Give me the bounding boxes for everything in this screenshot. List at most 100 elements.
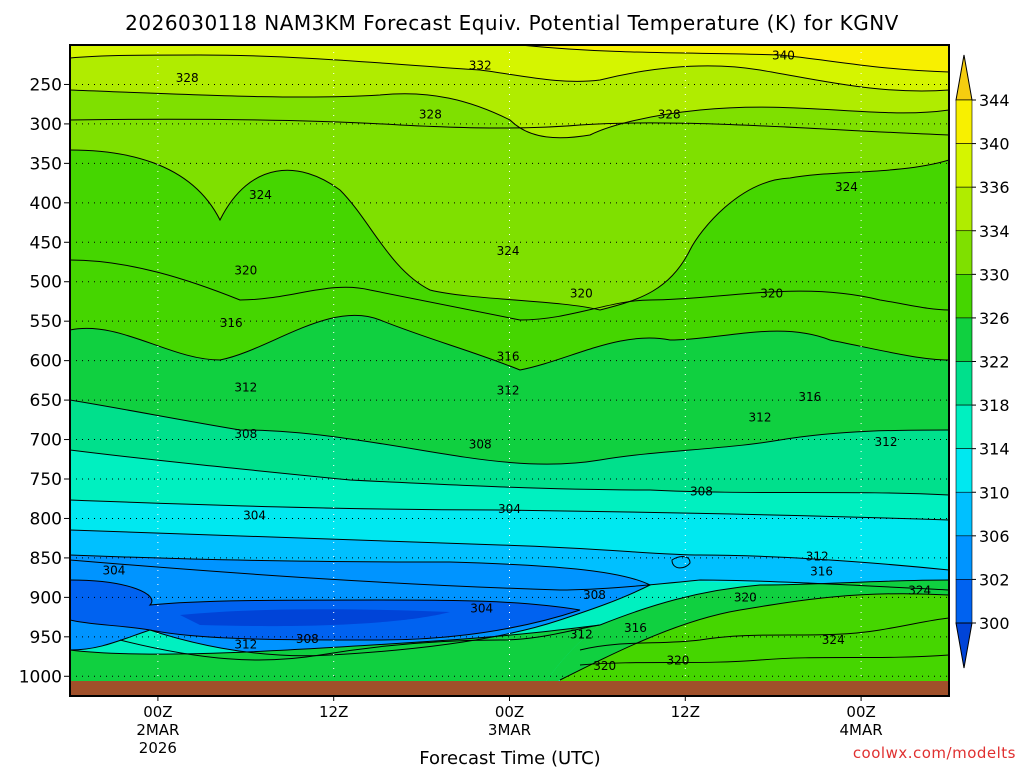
contour-line	[70, 449, 949, 496]
x-tick-label: 00Z	[846, 703, 875, 721]
contour-label: 324	[908, 583, 931, 597]
colorbar-top-arrow	[955, 54, 973, 101]
colorbar-label: 318	[979, 396, 1010, 415]
contour-label: 312	[806, 549, 829, 563]
contour-label: 308	[234, 427, 257, 441]
contour-lines	[70, 45, 949, 681]
contour-label: 312	[570, 627, 593, 641]
contour-line	[70, 579, 581, 641]
band-322-lower	[540, 580, 949, 690]
contour-label: 324	[835, 180, 858, 194]
y-tick-label: 650	[30, 391, 62, 411]
contour-line	[70, 89, 949, 139]
contour-label: 340	[772, 48, 795, 62]
colorbar-swatch	[955, 186, 973, 232]
colorbar-label: 334	[979, 222, 1010, 241]
colorbar-swatch	[955, 317, 973, 362]
contour-line	[70, 554, 652, 657]
colorbar-label: 322	[979, 353, 1010, 372]
band-314-lower	[70, 625, 600, 696]
contour-line	[70, 529, 949, 571]
contour-line	[70, 54, 949, 92]
contour-label: 328	[658, 107, 681, 121]
contour-line	[70, 624, 601, 655]
band-326-lower	[560, 593, 949, 696]
y-tick-label: 850	[30, 549, 62, 569]
x-tick-label: 12Z	[319, 703, 348, 721]
colorbar-swatch	[955, 361, 973, 406]
y-tick-label: 500	[30, 273, 62, 293]
colorbar-label: 340	[979, 135, 1010, 154]
contour-label: 312	[749, 410, 772, 424]
contour-line	[599, 579, 949, 626]
contour-line	[70, 259, 949, 321]
y-tick-label: 400	[30, 194, 62, 214]
y-tick-label: 800	[30, 509, 62, 529]
contour-line	[70, 314, 949, 371]
x-axis-label: Forecast Time (UTC)	[419, 748, 600, 768]
x-tick-date-label: 2MAR	[136, 721, 179, 739]
contour-label: 316	[798, 390, 821, 404]
colorbar-swatch	[955, 143, 973, 188]
contour-label: 304	[498, 502, 521, 516]
colorbar-label: 310	[979, 483, 1010, 502]
contour-label: 308	[690, 485, 713, 499]
band-298	[180, 609, 450, 627]
band-334	[70, 45, 949, 138]
contour-label: 304	[470, 601, 493, 615]
colorbar-bottom-arrow	[955, 622, 973, 669]
contour-label: 328	[419, 107, 442, 121]
contour-label: 312	[234, 638, 257, 652]
watermark: coolwx.com/modelts	[853, 744, 1016, 762]
contour-label: 304	[102, 564, 125, 578]
colorbar-label: 300	[979, 614, 1010, 633]
contour-label: 324	[249, 188, 272, 202]
contour-label: 320	[234, 264, 257, 278]
contour-label: 320	[760, 287, 783, 301]
band-318	[70, 400, 949, 495]
contour-label: 312	[234, 380, 257, 394]
contour-label: 320	[667, 653, 690, 667]
contour-line	[579, 654, 949, 666]
y-tick-label: 350	[30, 154, 62, 174]
contour-label: 316	[624, 621, 647, 635]
colorbar-swatch	[955, 230, 973, 275]
y-tick-label: 250	[30, 75, 62, 95]
contour-line	[559, 593, 949, 681]
colorbar-label: 314	[979, 440, 1010, 459]
colorbar-label: 302	[979, 570, 1010, 589]
chart-title: 2026030118 NAM3KM Forecast Equiv. Potent…	[125, 11, 899, 35]
contour-line	[70, 399, 949, 465]
y-gridlines	[70, 83, 949, 677]
contour-line	[119, 624, 601, 661]
colorbar-label: 326	[979, 309, 1010, 328]
x-tick-label: 00Z	[143, 703, 172, 721]
contour-label: 308	[296, 632, 319, 646]
contour-line	[70, 499, 949, 521]
contour-label: 316	[810, 564, 833, 578]
x-tick-label: 00Z	[495, 703, 524, 721]
contour-label: 316	[220, 316, 243, 330]
contour-label: 312	[875, 435, 898, 449]
colorbar-swatch	[955, 404, 973, 449]
contour-line	[671, 556, 691, 569]
colorbar-label: 306	[979, 527, 1010, 546]
contour-label: 308	[583, 588, 606, 602]
y-tick-label: 750	[30, 470, 62, 490]
y-axis: 250 300 350 400 450 500 550 600 650 700 750 800 850 9…	[19, 75, 70, 687]
ground-surface	[70, 681, 949, 696]
contour-label: 320	[593, 659, 616, 673]
contour-label: 308	[469, 437, 492, 451]
colorbar-swatch	[955, 274, 973, 319]
colorbar-label: 344	[979, 91, 1010, 110]
band-330	[70, 45, 949, 310]
y-tick-label: 450	[30, 233, 62, 253]
contour-label: 324	[822, 633, 845, 647]
band-326	[70, 150, 949, 370]
y-tick-label: 1000	[19, 667, 62, 687]
y-tick-label: 950	[30, 628, 62, 648]
